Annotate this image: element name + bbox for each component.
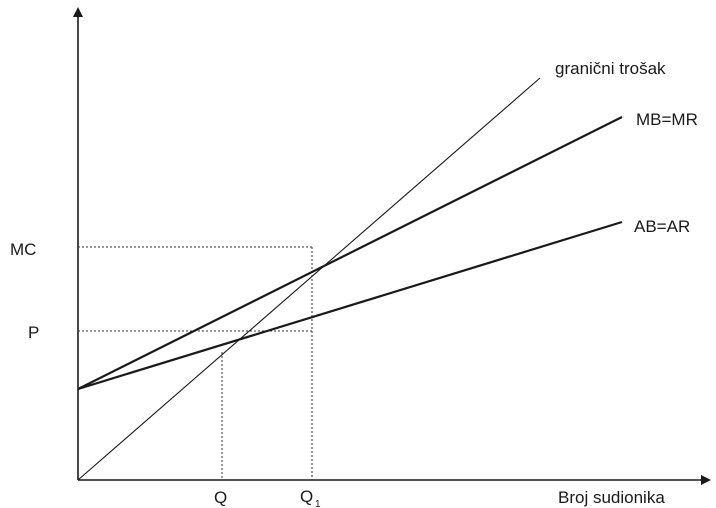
marginal-cost-line: [77, 77, 541, 481]
x-axis-label: Broj sudionika: [558, 488, 665, 507]
ab-ar-label: AB=AR: [634, 217, 690, 236]
y-label-p: P: [28, 323, 39, 342]
x-label-q: Q: [214, 488, 227, 507]
x-label-q1: Q: [300, 487, 313, 506]
mb-mr-label: MB=MR: [636, 110, 698, 129]
x-label-q1-subscript: 1: [315, 499, 321, 508]
marginal-cost-label: granični trošak: [555, 59, 666, 78]
mb-mr-line: [77, 116, 623, 390]
y-label-mc: MC: [10, 240, 36, 259]
ab-ar-line: [77, 220, 623, 391]
